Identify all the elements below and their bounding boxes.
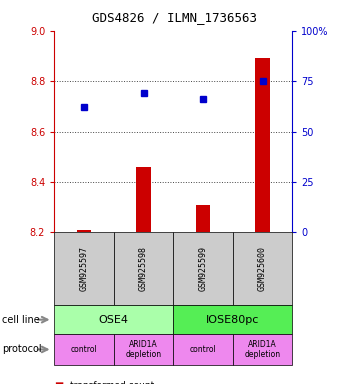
Text: control: control	[71, 345, 97, 354]
Text: ARID1A
depletion: ARID1A depletion	[244, 340, 281, 359]
Text: GDS4826 / ILMN_1736563: GDS4826 / ILMN_1736563	[92, 12, 258, 25]
Text: GSM925597: GSM925597	[79, 246, 89, 291]
Text: protocol: protocol	[2, 344, 41, 354]
Bar	[255, 58, 270, 232]
Bar	[136, 167, 151, 232]
Text: GSM925599: GSM925599	[198, 246, 208, 291]
Text: transformed count: transformed count	[70, 381, 154, 384]
Text: OSE4: OSE4	[99, 314, 129, 325]
Text: IOSE80pc: IOSE80pc	[206, 314, 259, 325]
Text: GSM925600: GSM925600	[258, 246, 267, 291]
Text: GSM925598: GSM925598	[139, 246, 148, 291]
Bar	[196, 205, 210, 232]
Text: control: control	[190, 345, 216, 354]
Bar	[77, 230, 91, 232]
Text: cell line: cell line	[2, 314, 40, 325]
Text: ARID1A
depletion: ARID1A depletion	[125, 340, 162, 359]
Text: ■: ■	[54, 381, 63, 384]
